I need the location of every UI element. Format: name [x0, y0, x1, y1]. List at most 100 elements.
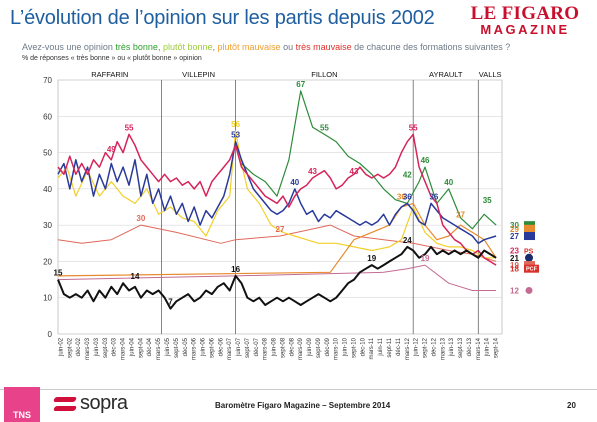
x-tick-label: mars-09 — [298, 337, 304, 360]
data-label: 15 — [54, 269, 63, 278]
x-tick-label: mars-14 — [476, 337, 482, 360]
x-tick-label: juin-04 — [130, 337, 136, 357]
x-tick-label: sept-07 — [245, 337, 251, 358]
data-label: 46 — [421, 156, 430, 165]
x-tick-label: déc-08 — [289, 337, 295, 356]
question-very-bad: très mauvaise — [295, 42, 352, 52]
x-tick-label: juin-12 — [414, 337, 420, 357]
x-tick-label: mars-05 — [156, 337, 162, 360]
x-tick-label: déc-06 — [218, 337, 224, 356]
x-tick-label: déc-12 — [431, 337, 437, 356]
end-value-label: 23 — [510, 247, 519, 256]
x-tick-label: sept-04 — [138, 337, 144, 358]
x-tick-label: juin-10 — [343, 337, 349, 357]
data-label: 27 — [276, 225, 285, 234]
question-part2: de chacune des formations suivantes ? — [351, 42, 511, 52]
data-label: 53 — [231, 131, 240, 140]
series-layer — [57, 90, 497, 310]
x-tick-label: mars-07 — [227, 337, 233, 360]
x-tick-label: sept-10 — [352, 337, 358, 358]
data-label: 67 — [296, 80, 305, 89]
data-label: 16 — [231, 265, 240, 274]
series-line — [57, 133, 497, 266]
x-tick-label: sept-03 — [103, 337, 109, 358]
period-label: VILLEPIN — [182, 70, 215, 79]
x-tick-label: déc-02 — [76, 337, 82, 356]
y-tick-label: 20 — [43, 257, 52, 266]
question-rather-good: plutôt bonne — [162, 42, 213, 52]
data-label: 36 — [397, 192, 406, 201]
series-line — [57, 202, 497, 277]
data-label: 35 — [483, 196, 492, 205]
y-tick-label: 40 — [43, 185, 52, 194]
data-label: 14 — [131, 272, 140, 281]
x-tick-label: juin-13 — [449, 337, 455, 357]
series-line — [241, 90, 497, 230]
pcf-party-badge — [524, 264, 539, 273]
pcf-badge-text: PCF — [526, 267, 538, 273]
question-very-good: très bonne — [115, 42, 158, 52]
data-label: 19 — [421, 254, 430, 263]
x-tick-label: juin-02 — [58, 337, 64, 357]
data-label: 49 — [107, 145, 116, 154]
y-tick-label: 60 — [43, 112, 52, 121]
chart-note: % de réponses « très bonne » ou « plutôt… — [22, 55, 202, 62]
y-tick-label: 50 — [43, 149, 52, 158]
x-tick-label: mars-10 — [334, 337, 340, 360]
sopra-wordmark: sopra — [80, 392, 128, 414]
x-tick-label: déc-07 — [254, 337, 260, 356]
period-label: AYRAULT — [429, 70, 463, 79]
logo-line-1: LE FIGARO — [470, 3, 580, 24]
x-tick-label: juin-05 — [165, 337, 171, 357]
y-tick-label: 70 — [43, 76, 52, 85]
data-label: 55 — [125, 123, 134, 132]
x-tick-label: mars-11 — [369, 337, 375, 359]
period-label: RAFFARIN — [91, 70, 128, 79]
data-label: 40 — [290, 178, 299, 187]
logo-line-2: MAGAZINE — [480, 22, 570, 37]
x-tick-layer: juin-02 sept-02 déc-02 mars-03 juin-03 sept-0… — [58, 337, 499, 360]
data-label: 36 — [429, 192, 438, 201]
series-line — [57, 130, 497, 259]
data-label: 43 — [308, 167, 317, 176]
party-logo-icon — [524, 224, 535, 233]
question-sep3: ou — [280, 42, 296, 52]
data-label: 56 — [231, 120, 240, 129]
data-label: 36 — [403, 192, 412, 201]
x-tick-label: juin-08 — [272, 337, 278, 357]
series-line — [57, 224, 497, 262]
x-tick-label: sept-14 — [494, 337, 500, 358]
x-tick-label: sept-08 — [280, 337, 286, 358]
x-tick-label: déc-13 — [467, 337, 473, 356]
footer-divider — [0, 389, 597, 390]
x-tick-label: déc-11 — [396, 337, 402, 356]
series-line — [57, 264, 497, 291]
data-label: 27 — [456, 211, 465, 220]
sopra-logo: sopra — [52, 392, 128, 415]
x-tick-label: sept-09 — [316, 337, 322, 358]
period-label: VALLS — [479, 70, 502, 79]
data-label: 43 — [350, 167, 359, 176]
y-tick-label: 0 — [48, 330, 53, 339]
data-label: 30 — [136, 214, 145, 223]
rose-party-icon — [525, 286, 533, 294]
grid-layer: 0 10 20 30 40 50 60 70 — [43, 76, 503, 339]
party-logo-icon — [524, 232, 535, 241]
x-tick-label: sept-02 — [67, 337, 73, 358]
footer-caption: Baromètre Figaro Magazine – Septembre 20… — [215, 401, 391, 410]
y-tick-label: 30 — [43, 221, 52, 230]
page-number: 20 — [567, 401, 576, 410]
x-tick-label: déc-05 — [183, 337, 189, 356]
end-value-label: 18 — [510, 265, 519, 274]
plot-frame — [57, 79, 503, 335]
y-tick-label: 10 — [43, 294, 52, 303]
x-tick-label: mars-06 — [192, 337, 198, 360]
end-value-label: 29 — [510, 225, 519, 234]
data-label: 42 — [403, 171, 412, 180]
data-label: 55 — [320, 123, 329, 132]
x-tick-label: sept-12 — [423, 337, 429, 358]
x-tick-label: sept-13 — [458, 337, 464, 358]
x-tick-label: sept-11 — [387, 337, 393, 357]
